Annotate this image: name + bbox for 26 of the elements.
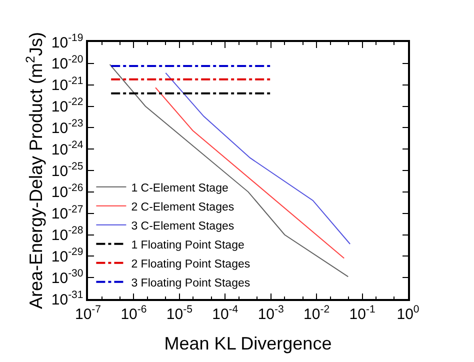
y-tick-label: 10$^{-22}$	[51, 96, 84, 116]
y-tick-label: 10$^{-25}$	[51, 160, 84, 180]
x-tick-label: 10$^{-5}$	[166, 303, 193, 323]
x-axis-title: Mean KL Divergence	[164, 333, 332, 354]
legend-label: 2 Floating Point Stages	[131, 258, 250, 270]
y-tick-label: 10$^{-23}$	[51, 118, 84, 137]
x-tick-label: 10$^{0}$	[396, 303, 420, 323]
y-tick-label: 10$^{-24}$	[51, 139, 84, 158]
y-tick-label: 10$^{-20}$	[51, 53, 84, 73]
x-tick-label: 10$^{-1}$	[349, 303, 376, 323]
y-tick-label: 10$^{-30}$	[51, 268, 84, 287]
y-tick-label: 10$^{-28}$	[51, 224, 84, 244]
legend-label: 2 C-Element Stages	[131, 201, 234, 214]
legend-label: 1 Floating Point Stage	[131, 239, 244, 252]
x-tick-label: 10$^{-3}$	[258, 303, 284, 323]
y-tick-label: 10$^{-19}$	[51, 32, 84, 52]
x-tick-label: 10$^{-4}$	[212, 303, 238, 323]
legend-label: 3 Floating Point Stages	[131, 277, 250, 290]
y-tick-label: 10$^{-29}$	[51, 246, 84, 266]
legend-label: 3 C-Element Stages	[131, 220, 234, 232]
x-tick-label: 10$^{-6}$	[120, 303, 147, 323]
legend-label: 1 C-Element Stage	[131, 182, 228, 194]
y-tick-label: 10$^{-21}$	[51, 74, 84, 94]
y-tick-label: 10$^{-27}$	[51, 203, 84, 223]
y-tick-label: 10$^{-26}$	[51, 182, 84, 202]
x-tick-label: 10$^{-2}$	[304, 303, 330, 323]
